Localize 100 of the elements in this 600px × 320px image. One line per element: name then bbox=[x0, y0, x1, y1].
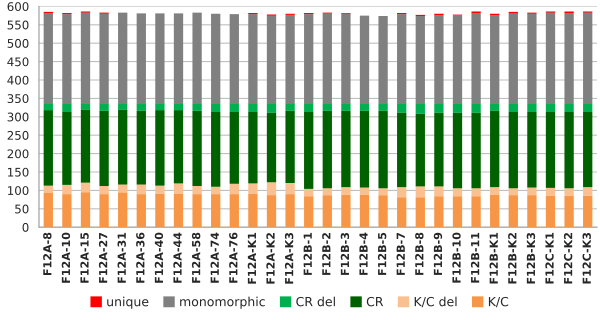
bar bbox=[583, 112, 592, 188]
bar bbox=[44, 103, 53, 110]
bar bbox=[155, 186, 165, 194]
bar bbox=[230, 103, 239, 112]
bar bbox=[230, 184, 239, 194]
x-tick-label: F12B-9 bbox=[434, 232, 442, 275]
bar bbox=[136, 184, 146, 194]
bar bbox=[341, 194, 351, 228]
legend-label: K/C del bbox=[414, 296, 457, 308]
bar bbox=[378, 16, 388, 104]
bar bbox=[490, 15, 500, 104]
bar bbox=[341, 110, 351, 188]
bar bbox=[211, 194, 220, 228]
bar bbox=[546, 196, 556, 228]
x-tick-label: F12B-8 bbox=[415, 232, 424, 275]
bar bbox=[44, 192, 53, 228]
bar bbox=[211, 186, 220, 194]
bar bbox=[99, 14, 109, 104]
bar bbox=[80, 12, 90, 104]
y-tick-label: 550 bbox=[8, 20, 28, 30]
bar bbox=[360, 194, 370, 228]
bar bbox=[80, 103, 90, 110]
x-tick-label: F12A-58 bbox=[192, 232, 200, 283]
bar bbox=[416, 103, 425, 114]
bar bbox=[62, 103, 72, 112]
x-tick-label: F12C-K1 bbox=[545, 232, 554, 284]
bar bbox=[360, 110, 370, 188]
x-tick-label: F12A-76 bbox=[229, 232, 238, 283]
bar bbox=[44, 186, 53, 193]
y-tick-label: 250 bbox=[8, 130, 28, 140]
bar bbox=[266, 182, 276, 196]
bar bbox=[564, 196, 574, 228]
x-tick-label: F12A-K1 bbox=[248, 232, 256, 284]
y-tick-label: 100 bbox=[8, 186, 28, 196]
bar bbox=[285, 183, 295, 194]
bar bbox=[118, 192, 128, 228]
bar bbox=[527, 14, 537, 104]
x-tick-label: F12B-11 bbox=[470, 232, 480, 283]
bar bbox=[508, 103, 518, 112]
bar bbox=[341, 103, 351, 111]
bar bbox=[416, 114, 425, 186]
bar bbox=[378, 188, 388, 196]
bar bbox=[490, 110, 500, 188]
bar bbox=[136, 194, 146, 228]
bar bbox=[546, 112, 556, 188]
bar bbox=[192, 186, 202, 194]
bar bbox=[471, 188, 481, 196]
bar bbox=[378, 103, 388, 111]
bar bbox=[155, 194, 165, 228]
bar bbox=[304, 196, 314, 228]
bar bbox=[99, 194, 109, 228]
x-tick-label: F12A-15 bbox=[80, 232, 89, 283]
bar bbox=[266, 195, 276, 228]
bar bbox=[304, 112, 314, 189]
bar bbox=[397, 14, 406, 104]
bar bbox=[62, 194, 72, 228]
y-tick-label: 500 bbox=[8, 38, 28, 48]
bar bbox=[583, 103, 592, 112]
bar bbox=[80, 192, 90, 228]
bar bbox=[508, 112, 518, 188]
bar bbox=[471, 13, 481, 104]
bar bbox=[397, 187, 406, 198]
bar bbox=[360, 16, 370, 104]
x-tick-label: F12A-K2 bbox=[266, 233, 275, 284]
bar bbox=[416, 186, 425, 198]
x-tick-label: F12A-40 bbox=[154, 232, 164, 283]
bar bbox=[174, 183, 184, 194]
y-tick-label: 350 bbox=[8, 94, 28, 104]
bar bbox=[490, 187, 500, 195]
bar bbox=[341, 187, 351, 195]
bar bbox=[285, 194, 295, 228]
bar bbox=[62, 14, 72, 104]
bar bbox=[118, 103, 128, 110]
bar bbox=[564, 188, 574, 196]
bar bbox=[564, 112, 574, 188]
bar bbox=[546, 103, 556, 112]
bar bbox=[434, 186, 444, 196]
bar bbox=[230, 194, 239, 228]
bar bbox=[434, 196, 444, 228]
bar bbox=[583, 187, 592, 196]
bar bbox=[174, 110, 184, 184]
bar bbox=[136, 110, 146, 185]
bar bbox=[248, 183, 258, 194]
bar bbox=[211, 112, 220, 187]
bar bbox=[508, 188, 518, 196]
bar bbox=[304, 103, 314, 112]
x-tick-label: F12B-5 bbox=[378, 232, 386, 275]
bar bbox=[99, 186, 109, 194]
y-tick-label: 50 bbox=[15, 204, 28, 214]
bar bbox=[136, 13, 146, 104]
bar bbox=[248, 112, 258, 184]
bar bbox=[118, 184, 128, 193]
bar bbox=[248, 103, 258, 112]
bar bbox=[452, 112, 462, 188]
bar bbox=[490, 194, 500, 228]
bar bbox=[452, 14, 462, 104]
bar bbox=[397, 197, 406, 228]
bar bbox=[248, 194, 258, 228]
bar bbox=[248, 14, 258, 104]
bar bbox=[378, 110, 388, 188]
